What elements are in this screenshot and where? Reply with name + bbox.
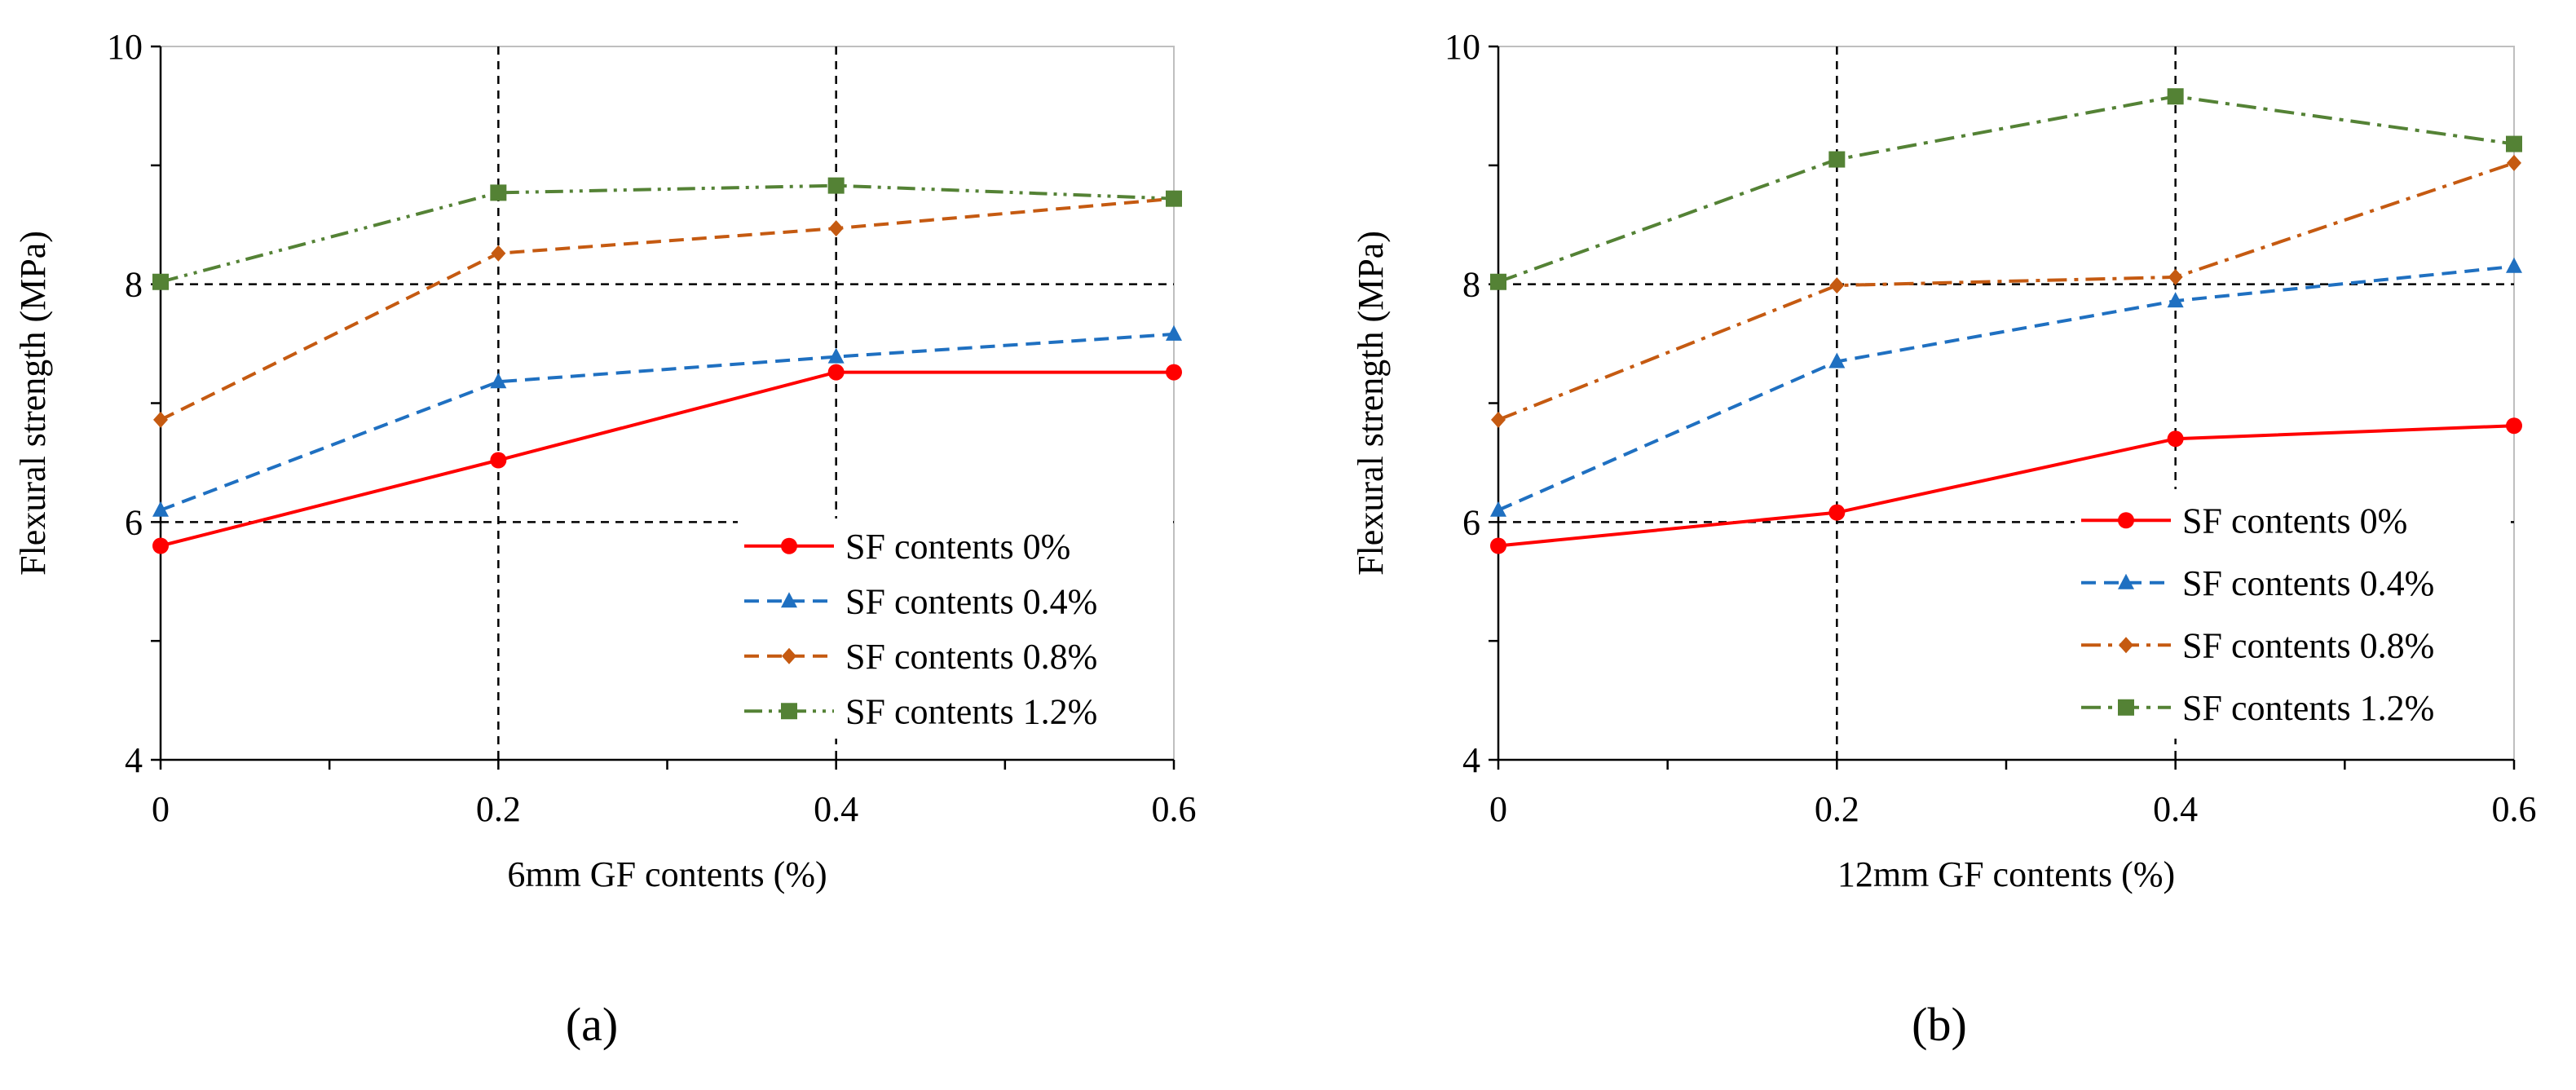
y-axis-title: Flexural strength (MPa) (13, 231, 53, 576)
data-point (490, 452, 507, 469)
data-point (1491, 411, 1506, 428)
y-tick-label: 4 (1462, 740, 1480, 780)
series-line (1498, 95, 2515, 284)
series-line (160, 183, 1175, 284)
data-point (152, 537, 169, 554)
x-tick-label: 0.2 (1815, 789, 1859, 829)
legend-label: SF contents 1.2% (845, 691, 1097, 731)
series-line (1498, 424, 2515, 548)
data-point (827, 364, 845, 381)
data-point (2506, 135, 2522, 152)
data-point (827, 347, 845, 364)
data-point (2506, 417, 2522, 435)
data-point (1829, 277, 1845, 294)
legend-label: SF contents 0% (2182, 501, 2407, 541)
legend-label: SF contents 0.4% (2182, 563, 2434, 603)
data-point (1166, 324, 1182, 341)
data-point (1166, 364, 1182, 381)
data-point (1828, 352, 1846, 368)
data-point (827, 177, 845, 194)
x-tick-label: 0.2 (476, 789, 521, 829)
x-tick-label: 0.6 (2492, 789, 2537, 829)
series-line (160, 370, 1174, 548)
data-point (490, 184, 507, 201)
x-tick-label: 0.4 (2153, 789, 2198, 829)
x-tick-label: 0 (1489, 789, 1507, 829)
legend: SF contents 0% SF contents 0.4% SF content… (738, 519, 1170, 739)
legend-label: SF contents 0.8% (2182, 625, 2434, 665)
data-point (2167, 430, 2184, 448)
data-point (2118, 573, 2134, 589)
data-point (2506, 257, 2522, 273)
y-tick-label: 8 (125, 265, 143, 305)
data-point (2507, 154, 2521, 171)
legend: SF contents 0% SF contents 0.4% SF content… (2075, 489, 2507, 739)
data-point (781, 703, 797, 720)
data-point (1828, 504, 1846, 521)
legend-label: SF contents 1.2% (2182, 688, 2434, 728)
y-tick-label: 10 (107, 27, 143, 67)
data-point (1490, 501, 1506, 517)
y-axis-title: Flexural strength (MPa) (1351, 231, 1391, 576)
legend-label: SF contents 0% (845, 527, 1070, 567)
x-axis-title: 6mm GF contents (%) (507, 854, 827, 894)
panel-label: (b) (1912, 998, 1967, 1051)
data-point (1490, 273, 1506, 290)
series-line (160, 332, 1175, 512)
x-tick-label: 0.6 (1152, 789, 1197, 829)
legend-label: SF contents 0.8% (845, 637, 1097, 677)
x-tick-label: 0.4 (814, 789, 858, 829)
legend-label: SF contents 0.4% (845, 581, 1097, 621)
series-line (160, 196, 1175, 421)
data-point (1828, 151, 1846, 168)
y-tick-label: 10 (1445, 27, 1480, 67)
data-point (782, 647, 796, 664)
x-axis-title: 12mm GF contents (%) (1837, 854, 2175, 894)
data-point (781, 592, 797, 608)
panel-label: (a) (566, 998, 618, 1051)
panel-b: (b) 4 6 8 10 0 0.2 0.4 0.6 12mm GF contents (%) F… (1351, 27, 2537, 1051)
legend-background (2075, 489, 2507, 739)
data-point (491, 245, 506, 262)
data-point (2167, 88, 2184, 105)
y-tick-label: 6 (125, 502, 143, 542)
data-point (2118, 699, 2134, 716)
data-point (1166, 190, 1182, 207)
x-tick-label: 0 (152, 789, 170, 829)
data-point (828, 220, 844, 237)
panel-a: (a) 4 6 8 10 0 0.2 0.4 0.6 6mm GF contents (%) Fl… (13, 27, 1197, 1051)
data-point (2118, 512, 2134, 529)
data-point (1490, 537, 1506, 554)
series-line (1498, 264, 2515, 512)
data-point (2119, 637, 2133, 654)
data-point (152, 273, 169, 290)
data-point (2168, 268, 2183, 285)
data-point (153, 411, 168, 428)
y-tick-label: 4 (125, 740, 143, 780)
data-point (490, 373, 507, 389)
data-point (2167, 292, 2184, 308)
series-line (1498, 161, 2515, 421)
data-point (152, 501, 169, 517)
y-tick-label: 8 (1462, 265, 1480, 305)
data-point (781, 537, 797, 554)
y-tick-label: 6 (1462, 502, 1480, 542)
legend-background (738, 519, 1170, 739)
